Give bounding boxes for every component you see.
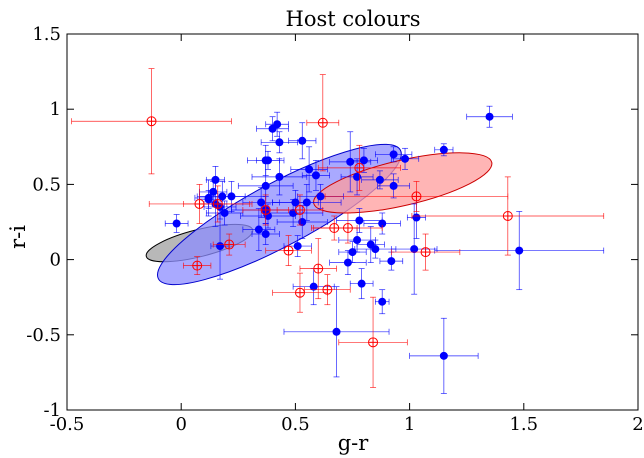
data-point <box>146 116 157 127</box>
x-tick-label: -0.5 <box>50 414 85 435</box>
y-axis-label: r-i <box>6 225 30 249</box>
y-tick-label: 0.5 <box>32 174 61 195</box>
data-point <box>309 282 318 291</box>
data-point <box>420 247 431 258</box>
data-point <box>353 172 362 181</box>
data-point <box>387 257 396 266</box>
data-point <box>401 154 410 163</box>
data-series <box>71 68 605 394</box>
data-point <box>359 156 368 165</box>
data-point <box>254 225 263 234</box>
x-tick-label: 1.5 <box>509 414 538 435</box>
data-point <box>294 204 305 215</box>
series-2 <box>71 68 605 388</box>
data-point <box>515 246 524 255</box>
data-point <box>389 181 398 190</box>
axes: -0.5 0 0.5 1 1.5 2-1-0.500.511.5 <box>26 24 643 435</box>
data-point <box>305 165 314 174</box>
data-point <box>220 208 229 217</box>
x-tick-label: 0.5 <box>281 414 310 435</box>
data-point <box>353 236 362 245</box>
data-point <box>261 230 270 239</box>
data-point <box>412 213 421 222</box>
data-point <box>485 112 494 121</box>
data-point <box>275 172 284 181</box>
y-tick-label: -1 <box>43 400 61 421</box>
error-bar <box>466 105 513 128</box>
data-point <box>294 287 305 298</box>
data-point <box>313 263 324 274</box>
data-point <box>354 162 365 173</box>
x-tick-label: 1 <box>404 414 415 435</box>
x-axis-label: g-r <box>338 431 370 455</box>
data-point <box>343 258 352 267</box>
data-point <box>357 279 366 288</box>
chart-title: Host colours <box>286 7 421 31</box>
y-tick-label: 0 <box>50 250 61 271</box>
data-point <box>322 284 333 295</box>
data-point <box>227 192 236 201</box>
data-point <box>317 117 328 128</box>
data-point <box>371 245 380 254</box>
data-point <box>224 239 235 250</box>
data-point <box>263 156 272 165</box>
data-point <box>293 242 302 251</box>
data-point <box>283 245 294 256</box>
data-point <box>204 195 213 204</box>
plot-frame <box>66 33 639 411</box>
data-point <box>216 242 225 251</box>
data-point <box>355 216 364 225</box>
data-point <box>260 204 271 215</box>
x-tick-label: 0 <box>175 414 186 435</box>
data-point <box>410 245 419 254</box>
data-point <box>368 337 379 348</box>
data-point <box>348 248 357 257</box>
data-point <box>502 210 513 221</box>
data-point <box>261 181 270 190</box>
data-point <box>375 175 384 184</box>
data-point <box>378 297 387 306</box>
data-point <box>439 351 448 360</box>
data-point <box>192 260 203 271</box>
data-point <box>268 124 277 133</box>
data-point <box>378 219 387 228</box>
data-point <box>257 198 266 207</box>
data-point <box>311 171 320 180</box>
y-tick-label: 1 <box>50 99 61 120</box>
data-point <box>302 198 311 207</box>
y-tick-label: -0.5 <box>26 325 61 346</box>
data-point <box>298 136 307 145</box>
data-point <box>275 138 284 147</box>
region-ellipse-3 <box>313 152 493 214</box>
data-point <box>194 198 205 209</box>
data-point <box>411 191 422 202</box>
data-point <box>172 219 181 228</box>
data-point <box>389 150 398 159</box>
data-point <box>316 192 325 201</box>
data-point <box>439 145 448 154</box>
data-point <box>263 211 272 220</box>
y-tick-label: 1.5 <box>32 24 61 45</box>
data-point <box>332 327 341 336</box>
x-tick-label: 2 <box>632 414 643 435</box>
data-point <box>342 223 353 234</box>
